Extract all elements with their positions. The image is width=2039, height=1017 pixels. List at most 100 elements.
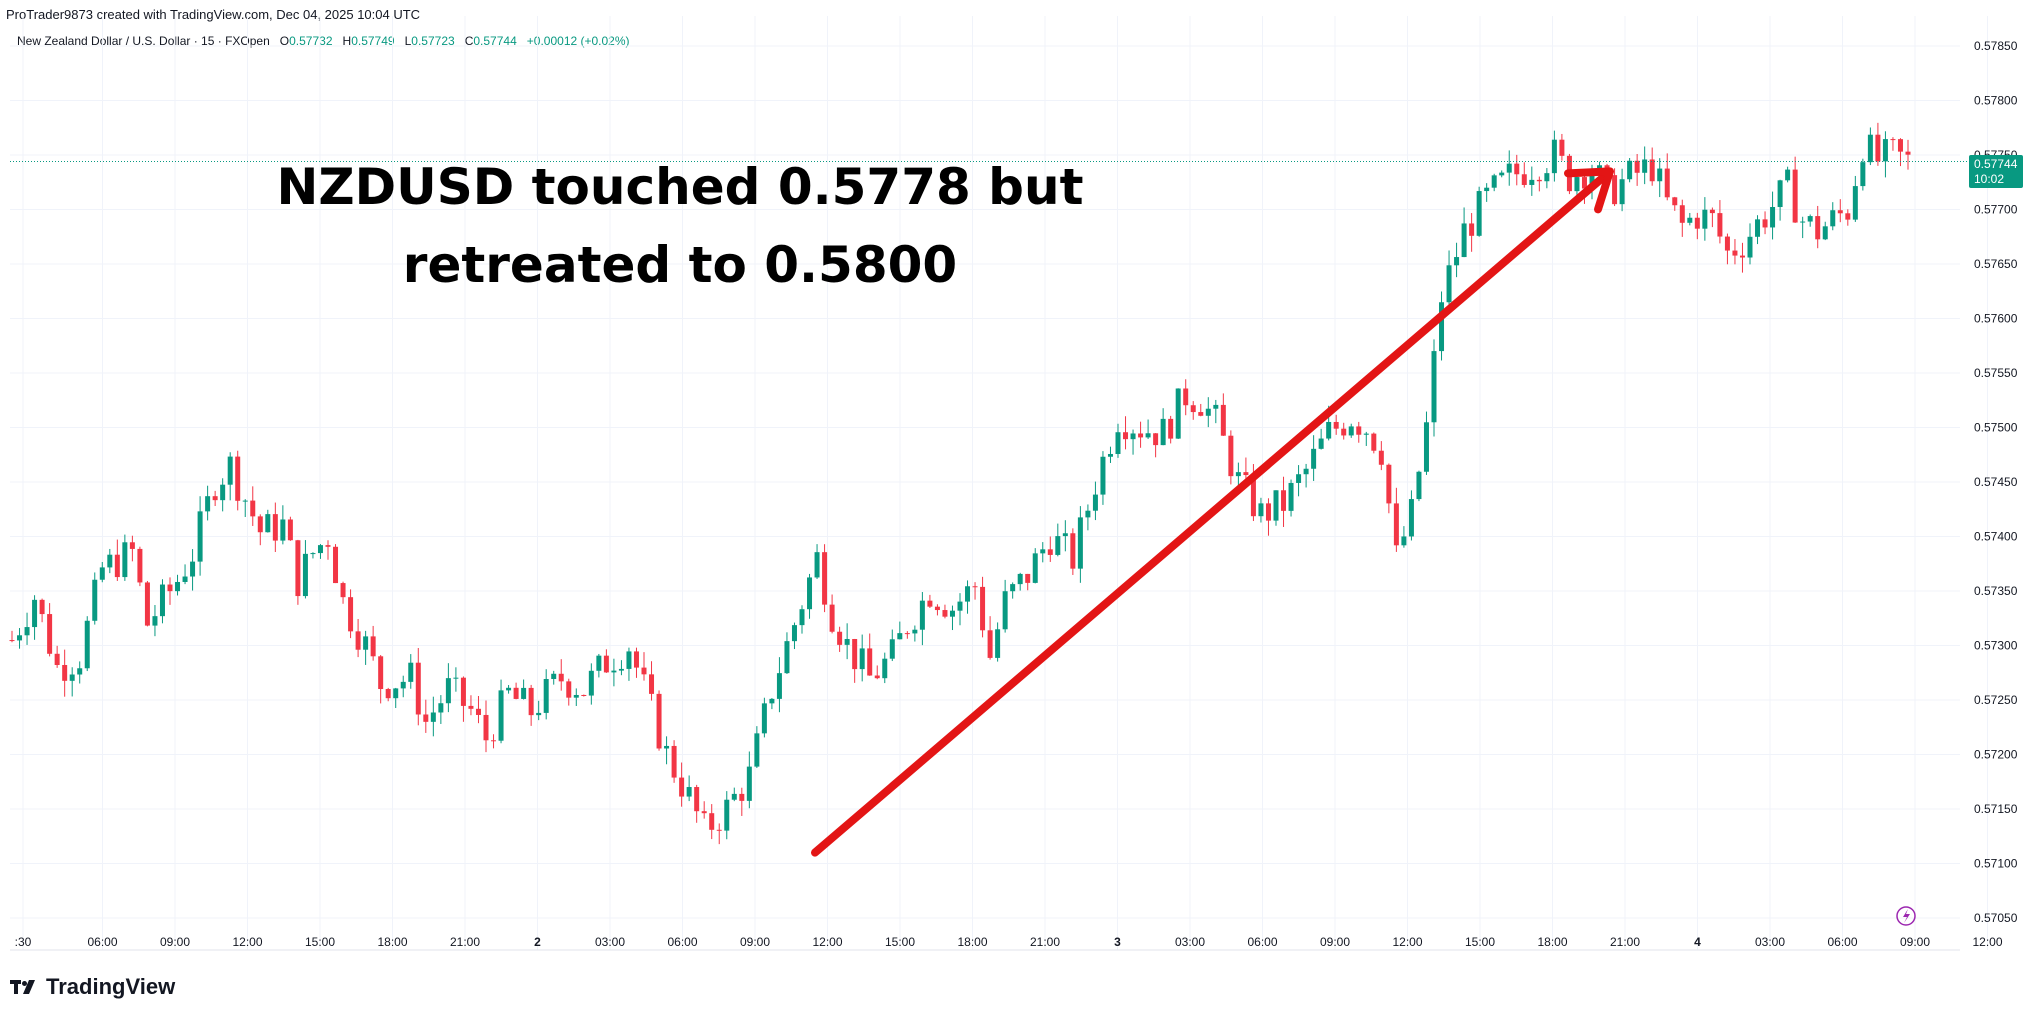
candle-body [1762,219,1768,228]
price-tick-label: 0.57800 [1974,94,2018,108]
candle-body [348,597,354,632]
candle-body [1010,584,1016,592]
time-tick-label: 21:00 [1610,935,1640,949]
candle-body [1281,490,1287,511]
price-tick-label: 0.57500 [1974,421,2018,435]
time-tick-label: 06:00 [1247,935,1277,949]
candle-body [1521,174,1527,185]
candle-body [769,698,775,704]
candle-body [1115,432,1121,454]
candle-body [1499,172,1505,176]
candle-body [1687,217,1693,223]
chart-credit: ProTrader9873 created with TradingView.c… [6,7,421,22]
candle-body [1491,175,1497,188]
candle-body [39,599,45,615]
tradingview-logo[interactable]: TradingView [10,974,175,1000]
candle-body [934,606,940,611]
candle-body [1439,302,1445,352]
symbol-legend[interactable]: New Zealand Dollar / U.S. Dollar · 15 · … [17,34,630,48]
candle-body [1822,226,1828,240]
candle-body [987,630,993,658]
candle-body [1318,438,1324,449]
arrow-shaft [811,174,1606,857]
candle-body [1055,536,1061,555]
candle-body [302,553,308,597]
candle-body [317,545,323,554]
candle-body [1815,216,1821,240]
candle-body [716,829,722,831]
flash-icon[interactable] [1896,906,1916,926]
candle-body [54,653,60,665]
candle-body [393,688,399,699]
candle-body [791,625,797,642]
time-tick-label: 18:00 [377,935,407,949]
candle-body [633,651,639,668]
candle-body [1890,139,1896,141]
candle-body [129,542,135,549]
candle-body [882,658,888,679]
candle-body [1574,177,1580,192]
candle-body [1694,217,1700,229]
candle-body [739,793,745,801]
low-value: 0.57723 [411,34,455,48]
candle-body [152,616,158,626]
candle-body [159,584,165,617]
candle-body [107,554,113,568]
candle-body [475,708,481,715]
candle-body [679,777,685,797]
candle-body [1296,474,1302,483]
high-label: H [342,34,352,48]
candle-body [144,582,150,626]
time-tick-label: 15:00 [885,935,915,949]
candle-body [1416,471,1422,500]
candle-body [32,599,38,628]
candle-body [122,542,128,578]
price-tick-label: 0.57700 [1974,203,2018,217]
close-value: 0.57744 [473,34,517,48]
candle-body [1747,236,1753,258]
candle-body [1664,168,1670,198]
time-tick-label: 12:00 [1392,935,1422,949]
candle-body [588,670,594,696]
candle-body [310,553,316,555]
candle-body [837,631,843,645]
candle-body [1845,213,1851,220]
candle-body [1484,187,1490,192]
price-tick-label: 0.57650 [1974,257,2018,271]
candle-body [1341,428,1347,436]
candle-body [506,687,512,691]
candle-body [491,740,497,742]
candle-body [242,500,248,502]
candle-body [1333,421,1339,429]
candle-body [445,678,451,704]
candle-body [980,586,986,631]
candle-body [415,662,421,715]
candle-body [912,629,918,634]
change-value: +0.00012 (+0.02%) [526,34,630,48]
candle-body [1025,573,1031,583]
candle-body [701,811,707,814]
candle-body [47,614,53,654]
candle-body [1544,173,1550,182]
annotation-line-1: NZDUSD touched 0.5778 but [276,158,1084,216]
candle-body [408,662,414,682]
candle-body [430,712,436,722]
price-tick-label: 0.57200 [1974,748,2018,762]
time-tick-label: 03:00 [1755,935,1785,949]
price-tick-label: 0.57550 [1974,366,2018,380]
candle-body [1679,205,1685,223]
candle-body [1807,216,1813,222]
candle-body [1702,209,1708,229]
candle-body [167,584,173,592]
annotation-text: NZDUSD touched 0.5778 but retreated to 0… [260,148,1100,304]
candle-body [287,519,293,541]
candle-body [1100,456,1106,495]
candle-body [746,766,752,801]
candle-body [1634,160,1640,173]
candle-body [844,638,850,645]
time-tick-label: 18:00 [957,935,987,949]
candle-body [1265,503,1271,521]
candle-body [1288,482,1294,511]
candle-body [205,496,211,512]
